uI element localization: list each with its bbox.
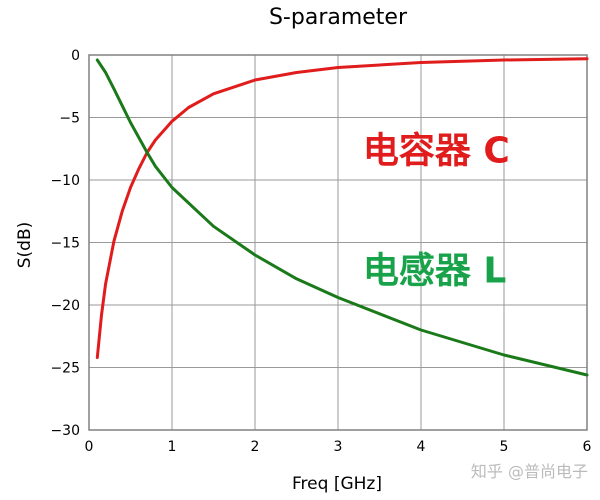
x-tick-label: 3 xyxy=(334,439,343,455)
x-tick-label: 4 xyxy=(417,439,426,455)
x-tick-label: 1 xyxy=(168,439,177,455)
annotation-1: 电感器 L xyxy=(363,251,506,292)
x-axis-label: Freq [GHz] xyxy=(292,474,382,494)
x-tick-label: 5 xyxy=(500,439,509,455)
y-tick-label: −5 xyxy=(59,111,80,127)
y-tick-label: −10 xyxy=(50,173,80,189)
y-tick-label: −25 xyxy=(50,361,80,377)
x-tick-label: 6 xyxy=(583,439,592,455)
y-tick-label: −20 xyxy=(50,298,80,314)
annotation-0: 电容器 C xyxy=(363,131,510,172)
series-line-1 xyxy=(95,58,589,377)
y-tick-label: −30 xyxy=(50,423,80,439)
plot-frame xyxy=(88,54,588,431)
x-tick-label: 2 xyxy=(251,439,260,455)
watermark: 知乎 @普尚电子 xyxy=(471,462,588,481)
chart-title: S-parameter xyxy=(269,5,408,30)
plot-area: 0 1 2 3 4 5 6 0 −5 −10 −15 −20 −25 −30 电容器 C 电感器 L xyxy=(50,48,591,455)
y-tick-label: −15 xyxy=(50,236,80,252)
y-axis-label: S(dB) xyxy=(15,222,35,269)
series-line-0 xyxy=(95,57,589,359)
x-tick-label: 0 xyxy=(85,439,94,455)
y-tick-label: 0 xyxy=(71,48,80,64)
